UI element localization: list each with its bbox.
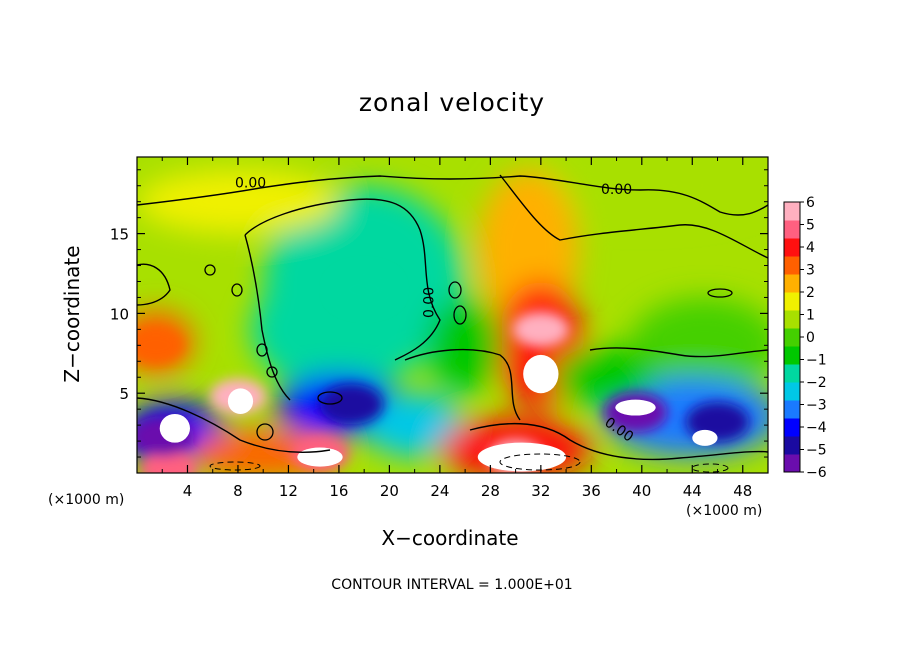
heatmap-region	[515, 157, 768, 218]
x-tick-label: 16	[329, 482, 348, 500]
x-axis-unit: (×1000 m)	[686, 503, 763, 519]
contour-dashed	[691, 463, 729, 473]
heatmap-region	[364, 393, 466, 458]
contour-dashed	[499, 453, 581, 471]
plot-frame	[136, 156, 769, 474]
contour-loop	[448, 281, 462, 299]
colorbar-segment	[784, 436, 800, 455]
colorbar-segment	[784, 202, 800, 221]
contour-label: 0.00	[601, 182, 632, 198]
colorbar-segment	[784, 238, 800, 257]
chart-title: zonal velocity	[358, 88, 546, 117]
x-tick-label: 12	[279, 482, 298, 500]
y-tick-label: 10	[110, 305, 129, 323]
colorbar-tick-label: 2	[806, 285, 815, 301]
colorbar-tick-label: 3	[806, 263, 815, 279]
colorbar-segment	[784, 220, 800, 239]
heatmap-field	[137, 157, 768, 473]
contour-loop	[707, 288, 733, 298]
heatmap-core	[140, 450, 197, 473]
colorbar-segment	[784, 310, 800, 329]
colorbar-tick-label: −2	[806, 375, 827, 391]
y-axis-unit: (×1000 m)	[48, 492, 125, 508]
contour-loop	[317, 391, 343, 405]
colorbar-tick-label: 4	[806, 240, 815, 256]
contour-lines: 0.00 0.000.000.00	[137, 174, 768, 473]
saturated-spot	[477, 442, 567, 472]
x-tick-label: 40	[632, 482, 651, 500]
x-tick-label: 48	[733, 482, 752, 500]
colorbar-tick-label: 6	[806, 195, 815, 211]
x-tick-label: 44	[683, 482, 702, 500]
heatmap-region	[629, 297, 768, 394]
colorbar-tick-label: −3	[806, 398, 827, 414]
colorbar-segment	[784, 364, 800, 383]
y-axis-label: Z−coordinate	[60, 245, 84, 383]
x-tick-label: 4	[183, 482, 193, 500]
contour-line	[469, 422, 768, 461]
contour-line	[404, 348, 521, 421]
colorbar-segment	[784, 292, 800, 311]
x-axis-label: X−coordinate	[381, 526, 519, 550]
contour-line	[137, 397, 331, 454]
x-tick-label: 8	[233, 482, 243, 500]
contour-interval-note: CONTOUR INTERVAL = 1.000E+01	[331, 577, 573, 593]
contour-loop	[266, 366, 278, 378]
colorbar-segment	[784, 256, 800, 275]
contour-loop	[231, 283, 243, 297]
contour-line	[589, 347, 768, 358]
saturated-spot	[297, 447, 343, 467]
colorbar-segment	[784, 400, 800, 419]
heatmap-core	[319, 384, 384, 425]
contour-loop	[453, 305, 467, 325]
colorbar-tick-label: −1	[806, 353, 827, 369]
contour-line	[499, 174, 768, 259]
heatmap-region	[137, 169, 339, 234]
x-tick-label: 32	[531, 482, 550, 500]
saturated-spot	[615, 399, 656, 416]
heatmap-core	[512, 311, 570, 348]
colorbar-tick-label: −4	[806, 420, 827, 436]
x-tick-label: 36	[582, 482, 601, 500]
colorbar-tick-label: −6	[806, 465, 827, 481]
saturated-spot	[692, 429, 718, 446]
colorbar-segment	[784, 328, 800, 347]
contour-line	[244, 198, 441, 361]
colorbar-tick-label: 5	[806, 218, 815, 234]
colorbar-tick-label: 0	[806, 330, 815, 346]
contour-loop	[204, 264, 216, 276]
colorbar-segment	[784, 454, 800, 473]
saturated-spot	[159, 413, 191, 443]
heatmap-core	[332, 269, 396, 310]
colorbar-segment	[784, 382, 800, 401]
y-tick-label: 15	[110, 226, 129, 244]
colorbar-segment	[784, 346, 800, 365]
x-tick-label: 24	[430, 482, 449, 500]
contour-line	[137, 263, 171, 306]
contour-label: 0.00	[235, 176, 266, 192]
saturated-spot	[523, 354, 559, 394]
y-tick-label: 5	[119, 385, 129, 403]
colorbar-segment	[784, 418, 800, 437]
contour-dashed	[209, 461, 261, 471]
contour-loop	[256, 343, 268, 357]
contour-line	[244, 234, 291, 401]
colorbar-segment	[784, 274, 800, 293]
contour-loop	[256, 423, 274, 441]
saturated-spot	[227, 388, 254, 414]
colorbar-tick-label: 1	[806, 308, 815, 324]
colorbar: 6 5 4 3 2 1 0 −1 −2 −3 −4 −5 −6	[783, 195, 827, 481]
heatmap-core	[137, 327, 185, 364]
x-tick-label: 20	[380, 482, 399, 500]
colorbar-tick-label: −5	[806, 443, 827, 459]
heatmap-region	[427, 297, 503, 394]
x-tick-label: 28	[481, 482, 500, 500]
contour-label: 0.00	[422, 287, 438, 318]
